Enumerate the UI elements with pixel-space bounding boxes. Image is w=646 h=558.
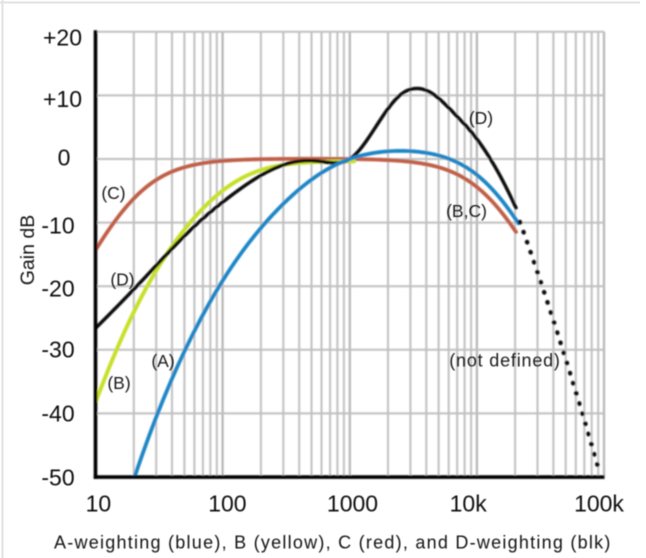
- svg-text:(C): (C): [101, 183, 125, 203]
- svg-text:100: 100: [208, 491, 246, 517]
- svg-text:+20: +20: [43, 25, 82, 51]
- svg-text:10: 10: [86, 491, 112, 517]
- svg-text:(B,C): (B,C): [446, 201, 487, 221]
- svg-text:-10: -10: [41, 213, 74, 239]
- svg-text:(not defined): (not defined): [449, 351, 560, 371]
- svg-text:A-weighting (blue), B (yellow): A-weighting (blue), B (yellow), C (red),…: [54, 533, 612, 553]
- svg-text:0: 0: [58, 145, 71, 171]
- svg-text:+10: +10: [43, 86, 82, 112]
- svg-text:(D): (D): [469, 108, 493, 128]
- svg-text:100k: 100k: [574, 491, 624, 517]
- svg-text:-50: -50: [41, 464, 74, 490]
- svg-text:-40: -40: [41, 400, 74, 426]
- svg-text:-20: -20: [41, 276, 74, 302]
- svg-text:(D): (D): [110, 270, 134, 290]
- svg-text:(B): (B): [107, 373, 130, 393]
- svg-text:10k: 10k: [450, 491, 488, 517]
- svg-text:-30: -30: [41, 337, 74, 363]
- svg-text:1000: 1000: [327, 491, 378, 517]
- svg-text:Gain dB: Gain dB: [17, 215, 39, 285]
- svg-text:(A): (A): [151, 351, 174, 371]
